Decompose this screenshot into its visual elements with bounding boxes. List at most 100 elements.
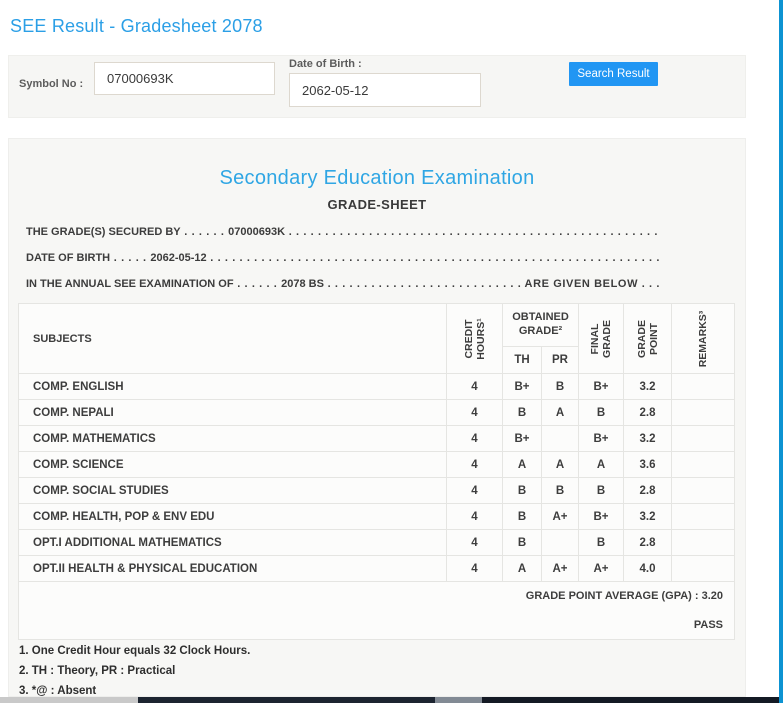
search-result-button[interactable]: Search Result: [569, 62, 658, 86]
cell-final-grade: B: [578, 529, 625, 556]
search-form: Symbol No : Date of Birth : Search Resul…: [8, 55, 746, 118]
cell-grade-point: 3.6: [623, 451, 673, 478]
cell-pr-grade: A: [540, 451, 580, 478]
footnote-item: 1. One Credit Hour equals 32 Clock Hours…: [19, 645, 251, 657]
cell-credit: 4: [446, 451, 503, 478]
cell-subject: OPT.I ADDITIONAL MATHEMATICS: [18, 529, 447, 556]
col-header-obtained-grade: OBTAINED GRADE²: [501, 303, 580, 347]
cell-subject: COMP. SOCIAL STUDIES: [18, 477, 447, 504]
cell-remarks: [671, 529, 736, 556]
gradesheet-panel: Secondary Education Examination GRADE-SH…: [8, 138, 746, 697]
cell-credit: 4: [446, 373, 503, 400]
credit-hours-label: CREDIT HOURS¹: [462, 317, 487, 360]
dots: . . . . . . . . . . . . . . . . . . . . …: [210, 252, 660, 264]
cell-final-grade: B: [578, 477, 625, 504]
col-header-subjects: SUBJECTS: [18, 303, 447, 374]
info-lines: THE GRADE(S) SECURED BY . . . . . . 0700…: [26, 219, 660, 297]
symbol-no-label: Symbol No :: [19, 78, 84, 90]
cell-pr-grade: A+: [540, 555, 580, 582]
cell-pr-grade: [540, 529, 580, 556]
scrollbar-thumb-right: [482, 697, 779, 703]
col-header-pr: PR: [540, 346, 580, 374]
remarks-label: REMARKS³: [696, 310, 709, 367]
cell-pr-grade: A+: [540, 503, 580, 530]
footnotes: 1. One Credit Hour equals 32 Clock Hours…: [19, 641, 250, 701]
cell-final-grade: B: [578, 399, 625, 426]
table-row: COMP. SOCIAL STUDIES 4 B B B 2.8: [18, 477, 736, 504]
grades-table: SUBJECTS CREDIT HOURS¹ OBTAINED GRADE² F…: [17, 303, 736, 640]
cell-remarks: [671, 555, 736, 582]
cell-subject: COMP. SCIENCE: [18, 451, 447, 478]
dots: . . . . . .: [180, 226, 229, 238]
cell-th-grade: B: [502, 477, 542, 504]
cell-grade-point: 3.2: [623, 425, 673, 452]
cell-subject: OPT.II HEALTH & PHYSICAL EDUCATION: [18, 555, 447, 582]
symbol-no-input[interactable]: [94, 62, 275, 95]
cell-final-grade: A: [578, 451, 625, 478]
info-label: IN THE ANNUAL SEE EXAMINATION OF: [26, 278, 234, 290]
cell-remarks: [671, 477, 736, 504]
cell-remarks: [671, 425, 736, 452]
cell-th-grade: B: [502, 503, 542, 530]
info-line-symbol: THE GRADE(S) SECURED BY . . . . . . 0700…: [26, 219, 660, 245]
exam-title: Secondary Education Examination: [219, 167, 535, 189]
symbol-value: 07000693K: [228, 226, 286, 238]
cell-grade-point: 4.0: [623, 555, 673, 582]
grade-point-label: GRADE POINT: [635, 319, 660, 358]
gpa-value: GRADE POINT AVERAGE (GPA) : 3.20: [17, 581, 736, 611]
result-row: PASS: [17, 610, 736, 640]
cell-remarks: [671, 503, 736, 530]
cell-th-grade: B+: [502, 425, 542, 452]
cell-credit: 4: [446, 503, 503, 530]
table-row: COMP. MATHEMATICS 4 B+ B+ 3.2: [18, 425, 736, 452]
info-label: DATE OF BIRTH: [26, 252, 111, 264]
cell-subject: COMP. MATHEMATICS: [18, 425, 447, 452]
cell-pr-grade: B: [540, 373, 580, 400]
cell-final-grade: B+: [578, 503, 625, 530]
info-suffix: ARE GIVEN BELOW . . .: [521, 278, 660, 290]
cell-grade-point: 2.8: [623, 399, 673, 426]
cell-final-grade: B+: [578, 425, 625, 452]
col-header-th: TH: [502, 346, 542, 374]
cell-th-grade: A: [502, 451, 542, 478]
dots: . . . . . . . . . . . . . . . . . . . . …: [288, 226, 658, 238]
col-header-remarks: REMARKS³: [671, 303, 736, 374]
cell-th-grade: B+: [502, 373, 542, 400]
cell-credit: 4: [446, 399, 503, 426]
cell-subject: COMP. ENGLISH: [18, 373, 447, 400]
date-of-birth-label: Date of Birth :: [289, 58, 362, 70]
window-edge-bar: [779, 0, 783, 703]
cell-grade-point: 2.8: [623, 477, 673, 504]
gpa-row: GRADE POINT AVERAGE (GPA) : 3.20: [17, 581, 736, 611]
cell-th-grade: B: [502, 399, 542, 426]
dots: . . . . . . . . . . . . . . . . . . . . …: [327, 278, 522, 290]
cell-credit: 4: [446, 425, 503, 452]
scrollbar-track-left: [0, 697, 138, 703]
sheet-title: GRADE-SHEET: [327, 197, 427, 212]
footnote-item: 3. *@ : Absent: [19, 685, 97, 697]
dob-value: 2062-05-12: [150, 252, 207, 264]
horizontal-scrollbar[interactable]: [0, 697, 779, 703]
result-status: PASS: [17, 610, 736, 640]
date-of-birth-input[interactable]: [289, 73, 481, 107]
scrollbar-thumb: [138, 697, 435, 703]
cell-credit: 4: [446, 529, 503, 556]
table-row: COMP. SCIENCE 4 A A A 3.6: [18, 451, 736, 478]
cell-th-grade: B: [502, 529, 542, 556]
cell-pr-grade: A: [540, 399, 580, 426]
cell-remarks: [671, 451, 736, 478]
cell-remarks: [671, 373, 736, 400]
table-row: COMP. ENGLISH 4 B+ B B+ 3.2: [18, 373, 736, 400]
cell-grade-point: 3.2: [623, 373, 673, 400]
col-header-grade-point: GRADE POINT: [623, 303, 673, 374]
cell-final-grade: A+: [578, 555, 625, 582]
dots: . . . . .: [110, 252, 151, 264]
cell-final-grade: B+: [578, 373, 625, 400]
col-header-final-grade: FINAL GRADE: [578, 303, 625, 374]
table-row: OPT.I ADDITIONAL MATHEMATICS 4 B B 2.8: [18, 529, 736, 556]
info-line-dob: DATE OF BIRTH . . . . . 2062-05-12 . . .…: [26, 245, 660, 271]
table-row: OPT.II HEALTH & PHYSICAL EDUCATION 4 A A…: [18, 555, 736, 582]
cell-pr-grade: [540, 425, 580, 452]
page-title: SEE Result - Gradesheet 2078: [10, 16, 263, 36]
cell-grade-point: 2.8: [623, 529, 673, 556]
